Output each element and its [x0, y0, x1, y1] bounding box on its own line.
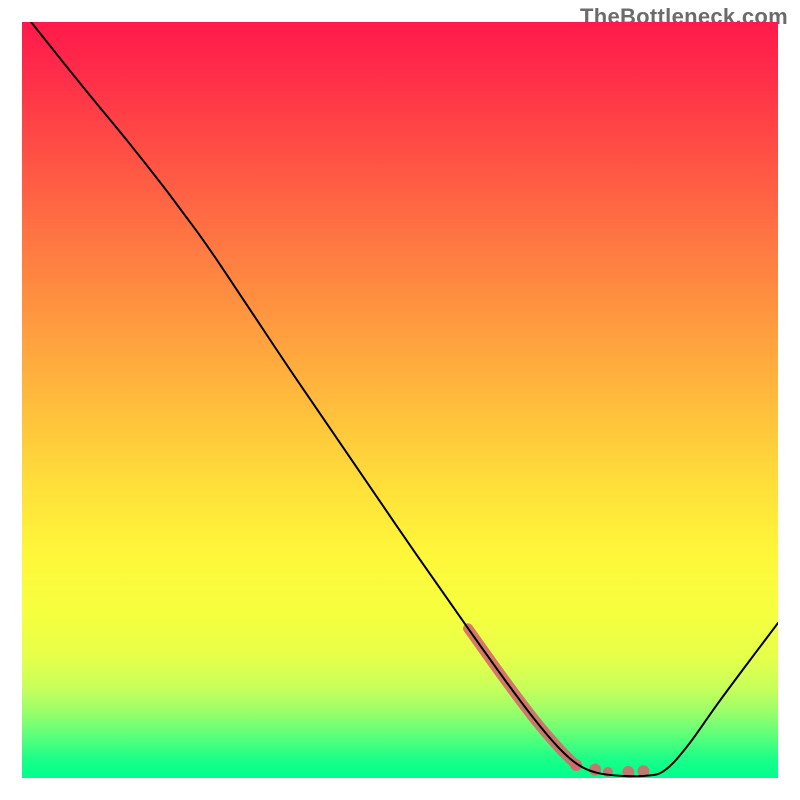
chart-svg: [22, 22, 778, 778]
gradient-background: [22, 22, 778, 778]
chart-canvas: TheBottleneck.com: [0, 0, 800, 800]
plot-area: [22, 22, 778, 778]
